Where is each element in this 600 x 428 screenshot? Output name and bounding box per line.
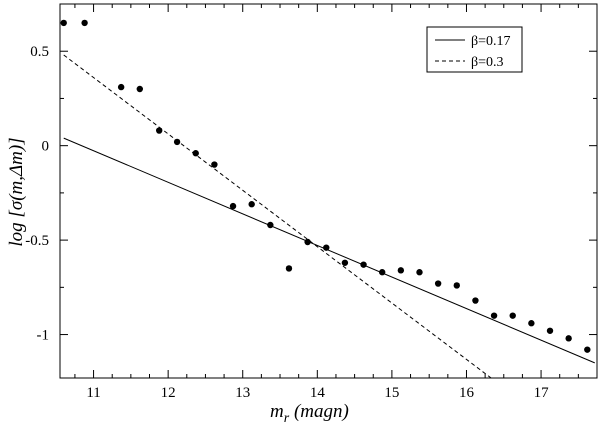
x-tick-label: 13 [235, 385, 250, 401]
plot-frame [59, 3, 598, 379]
fit-lines [63, 54, 595, 379]
data-point [248, 201, 255, 208]
x-tick-label: 14 [310, 385, 326, 401]
x-tick-label: 15 [384, 385, 399, 401]
x-axis-title: mr (magn) [270, 401, 349, 426]
data-point [565, 335, 572, 342]
y-axis: 0.5 0 -0.5 -1 [25, 3, 597, 344]
y-axis-title: log [σ(m,Δm)] [6, 137, 27, 246]
data-point [472, 297, 479, 304]
data-point [155, 127, 163, 134]
x-tick-label: 12 [161, 385, 176, 401]
data-point [528, 320, 535, 327]
data-point [173, 138, 181, 146]
data-points [60, 19, 591, 353]
data-point [211, 161, 218, 168]
data-point [229, 202, 237, 210]
y-tick-label: 0 [42, 139, 50, 155]
data-point [490, 312, 498, 319]
y-tick-label: 0.5 [30, 44, 49, 60]
x-tick-label: 16 [459, 385, 475, 401]
x-axis: 11 12 13 14 15 16 17 [74, 4, 579, 401]
legend-label-dashed: β=0.3 [471, 55, 504, 70]
data-point [360, 261, 367, 268]
data-point [192, 150, 199, 157]
data-point [434, 280, 442, 287]
data-point [323, 244, 330, 251]
fit-line-solid [63, 137, 595, 364]
data-point [285, 265, 293, 272]
fit-line-dashed [63, 54, 492, 379]
data-point [117, 83, 125, 91]
data-point [304, 238, 311, 246]
data-point [379, 269, 386, 276]
data-point [267, 221, 274, 229]
data-point [509, 312, 516, 319]
data-point [81, 19, 88, 27]
legend-label-solid: β=0.17 [471, 34, 511, 49]
data-point [341, 259, 349, 266]
data-point [397, 267, 405, 274]
legend-box [426, 26, 523, 73]
data-point [136, 85, 144, 93]
y-tick-label: -0.5 [25, 233, 49, 249]
data-point [584, 346, 591, 353]
x-tick-label: 17 [534, 385, 550, 401]
legend: β=0.17 β=0.3 [426, 26, 523, 73]
x-tick-label: 11 [86, 385, 100, 401]
data-point [416, 269, 423, 276]
data-point [60, 19, 67, 27]
y-tick-label: -1 [37, 328, 50, 344]
data-point [453, 282, 460, 289]
data-point [546, 327, 554, 334]
